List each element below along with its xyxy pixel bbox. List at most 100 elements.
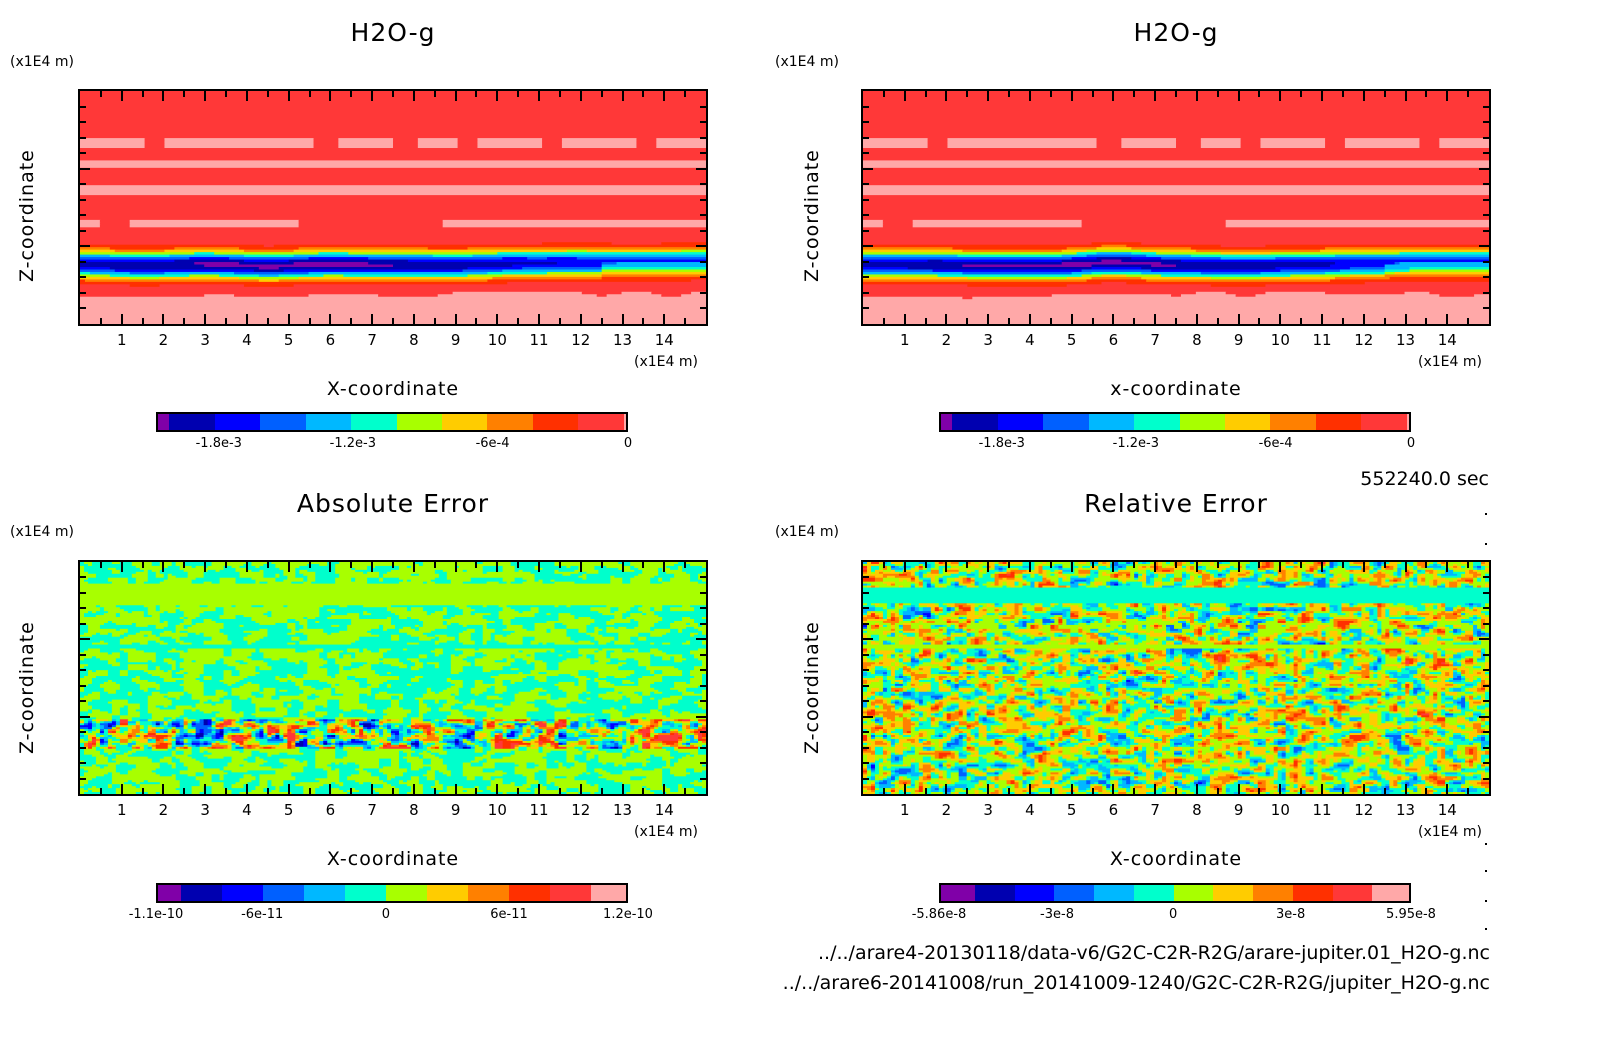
contour-cell bbox=[662, 744, 671, 748]
contour-cell bbox=[502, 683, 556, 687]
contour-cell bbox=[251, 725, 257, 728]
contour-cell bbox=[642, 611, 655, 614]
contour-cell bbox=[514, 565, 536, 569]
contour-cell bbox=[863, 120, 1489, 124]
contour-cell bbox=[590, 640, 599, 644]
contour-cell bbox=[267, 611, 272, 614]
contour-cell bbox=[863, 219, 884, 223]
contour-cell bbox=[119, 640, 149, 644]
contour-cell bbox=[183, 676, 201, 679]
contour-cell bbox=[622, 738, 627, 742]
contour-cell bbox=[307, 666, 320, 669]
contour-cell bbox=[227, 638, 245, 642]
contour-cell bbox=[662, 711, 671, 714]
contour-cell bbox=[151, 738, 157, 742]
contour-cell bbox=[466, 735, 472, 738]
contour-cell bbox=[482, 640, 488, 644]
contour-cell bbox=[219, 628, 261, 632]
contour-cell bbox=[1195, 249, 1321, 253]
contour-cell bbox=[494, 685, 508, 689]
contour-cell bbox=[686, 729, 695, 732]
contour-cell bbox=[255, 725, 261, 728]
contour-cell bbox=[863, 103, 1489, 107]
contour-cell bbox=[283, 729, 288, 732]
contour-cell bbox=[402, 707, 420, 711]
contour-cell bbox=[634, 738, 639, 742]
contour-cell bbox=[646, 666, 675, 669]
contour-cell bbox=[658, 648, 699, 652]
contour-cell bbox=[678, 733, 683, 736]
contour-cell bbox=[462, 630, 476, 634]
contour-cell bbox=[566, 605, 572, 608]
contour-cell bbox=[215, 719, 221, 722]
contour-cell bbox=[442, 738, 456, 742]
contour-cell bbox=[147, 746, 153, 750]
contour-cell bbox=[271, 615, 320, 618]
contour-cell bbox=[474, 721, 484, 724]
contour-cell bbox=[634, 626, 651, 630]
contour-cell bbox=[462, 683, 476, 687]
contour-cell bbox=[662, 729, 671, 732]
contour-cell bbox=[327, 703, 340, 707]
contour-cell bbox=[151, 723, 157, 726]
x-tick-mark bbox=[987, 314, 990, 324]
contour-cell bbox=[143, 611, 149, 614]
contour-cell bbox=[174, 247, 240, 251]
contour-cell bbox=[1101, 244, 1127, 248]
contour-cell bbox=[863, 187, 1489, 191]
contour-cell bbox=[542, 145, 563, 149]
contour-cell bbox=[482, 738, 488, 742]
contour-cell bbox=[203, 573, 241, 577]
contour-cell bbox=[450, 713, 464, 716]
contour-cell bbox=[474, 654, 488, 657]
contour-cell bbox=[253, 269, 285, 273]
contour-cell bbox=[359, 697, 376, 701]
contour-cell bbox=[235, 721, 241, 724]
contour-cell bbox=[127, 701, 149, 705]
contour-cell bbox=[642, 727, 647, 730]
contour-cell bbox=[694, 733, 699, 736]
contour-cell bbox=[486, 695, 500, 699]
contour-cell bbox=[291, 742, 296, 746]
contour-cell bbox=[143, 727, 149, 730]
contour-cell bbox=[470, 740, 476, 744]
contour-cell bbox=[243, 746, 249, 750]
contour-cell bbox=[371, 689, 428, 693]
contour-cell bbox=[534, 654, 560, 657]
contour-cell bbox=[514, 733, 520, 736]
contour-cell bbox=[482, 717, 492, 720]
contour-cell bbox=[375, 721, 380, 724]
contour-cell bbox=[462, 721, 468, 724]
contour-cell bbox=[215, 740, 221, 744]
contour-cell bbox=[247, 731, 253, 734]
contour-cell bbox=[147, 611, 165, 614]
contour-cell bbox=[263, 575, 276, 579]
contour-cell bbox=[87, 672, 109, 675]
contour-cell bbox=[231, 565, 241, 569]
contour-cell bbox=[474, 652, 484, 656]
contour-cell bbox=[498, 617, 516, 620]
contour-cell bbox=[666, 652, 691, 656]
contour-cell bbox=[391, 735, 396, 738]
contour-cell bbox=[223, 613, 265, 616]
contour-cell bbox=[630, 615, 659, 618]
x-tick-mark bbox=[579, 314, 582, 324]
contour-cell bbox=[315, 729, 320, 732]
contour-cell bbox=[111, 707, 121, 711]
contour-cell bbox=[1255, 294, 1440, 298]
contour-cell bbox=[127, 674, 153, 677]
contour-cell bbox=[187, 630, 221, 634]
contour-cell bbox=[502, 658, 508, 661]
contour-cell bbox=[203, 611, 225, 614]
contour-cell bbox=[387, 729, 392, 732]
contour-cell bbox=[526, 654, 532, 657]
contour-cell bbox=[147, 579, 165, 583]
contour-cell bbox=[191, 581, 205, 585]
contour-cell bbox=[1240, 143, 1262, 147]
contour-cell bbox=[115, 729, 121, 732]
contour-cell bbox=[598, 569, 623, 573]
contour-cell bbox=[263, 244, 275, 248]
contour-cell bbox=[80, 110, 706, 114]
contour-cell bbox=[243, 742, 249, 746]
contour-cell bbox=[80, 152, 706, 157]
